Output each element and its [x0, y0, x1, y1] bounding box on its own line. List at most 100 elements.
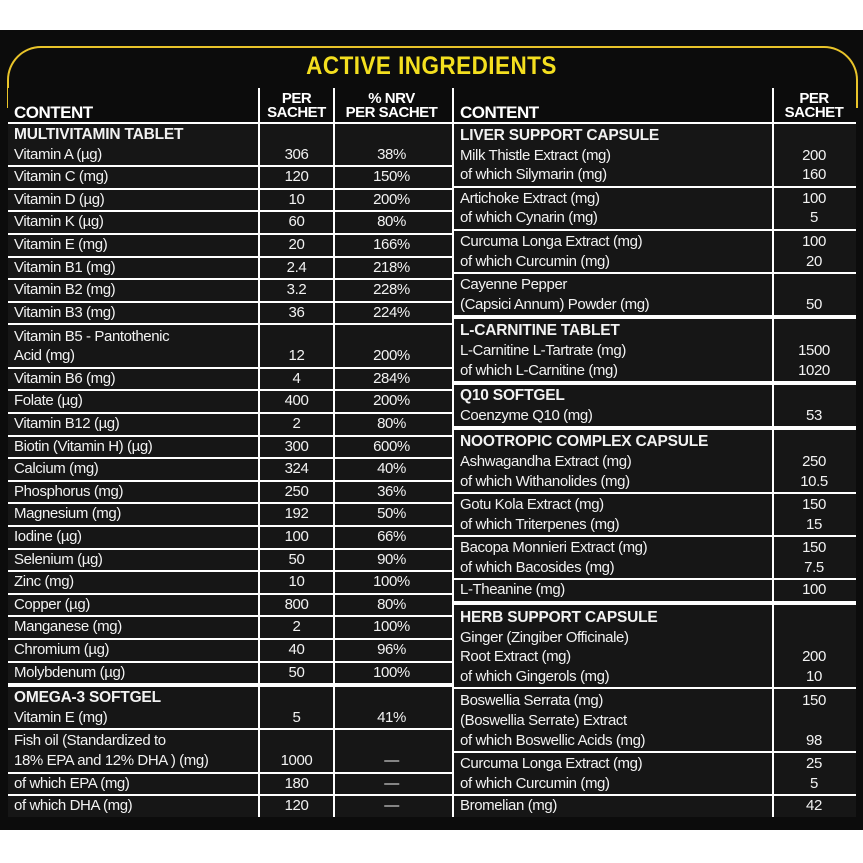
- ingredient-name: L-Theanine (mg): [460, 581, 565, 599]
- per-sachet-cell: 200 160: [772, 124, 854, 186]
- amount-value: 1000: [280, 752, 313, 770]
- amount-value: 12: [288, 347, 305, 365]
- per-sachet-cell: 120: [258, 796, 333, 817]
- ingredient-name: Curcuma Longa Extract (mg): [460, 232, 643, 250]
- content-cell: Iodine (µg): [8, 527, 258, 548]
- ingredient-name: Zinc (mg): [14, 573, 74, 591]
- nrv-value: [335, 731, 448, 751]
- nrv-value: 100%: [373, 573, 410, 591]
- nrv-cell: 224%: [333, 302, 448, 324]
- content-cell: MULTIVITAMIN TABLET Vitamin A (µg): [8, 124, 258, 165]
- amount-value: 160: [802, 166, 826, 184]
- table-row: Bacopa Monnieri Extract (mg) of which Bac…: [454, 535, 856, 579]
- ingredient-name: Vitamin E (mg): [14, 236, 108, 254]
- nrv-cell: 36%: [333, 481, 448, 503]
- ingredient-name: of which DHA (mg): [14, 797, 133, 815]
- amount-value: 120: [284, 168, 309, 186]
- amount-value: 36: [288, 303, 305, 321]
- table-row: Vitamin B1 (mg) 2.4 218%: [8, 255, 452, 279]
- per-sachet-cell: 150 98: [772, 689, 854, 752]
- per-sachet-cell: 4: [258, 368, 333, 390]
- content-cell: Magnesium (mg): [8, 504, 258, 525]
- content-cell: Folate (µg): [8, 391, 258, 412]
- ingredient-name: Calcium (mg): [14, 460, 99, 478]
- amount-value: 7.5: [804, 558, 824, 576]
- ingredient-name: Vitamin B1 (mg): [14, 258, 116, 276]
- content-cell: L-CARNITINE TABLET L-Carnitine L-Tartrate…: [454, 319, 772, 381]
- table-row: Molybdenum (µg) 50 100%: [8, 660, 452, 684]
- content-cell: Curcuma Longa Extract (mg) of which Curcu…: [454, 753, 772, 794]
- per-sachet-cell: 192: [258, 504, 333, 525]
- amount-value: [774, 711, 854, 731]
- nrv-cell: —: [333, 773, 448, 795]
- ingredient-name: Milk Thistle Extract (mg): [460, 146, 611, 164]
- amount-value: 400: [284, 392, 309, 410]
- nrv-value: 36%: [377, 482, 406, 500]
- per-sachet-cell: 400: [258, 391, 333, 412]
- amount-value: 100: [284, 527, 309, 545]
- amount-value: 1020: [798, 361, 830, 379]
- ingredient-name: Vitamin B5 - Pantothenic: [14, 327, 170, 345]
- nrv-cell: 80%: [333, 413, 448, 435]
- nrv-value: 150%: [373, 168, 410, 186]
- header-text: % NRV: [368, 90, 415, 107]
- nrv-value: 80%: [377, 414, 406, 432]
- nrv-cell: 100%: [333, 572, 448, 593]
- amount-value: 20: [288, 236, 305, 254]
- amount-value: 200: [802, 146, 826, 164]
- per-sachet-cell: 1000: [258, 730, 333, 772]
- table-row: Bromelian (mg) 42: [454, 794, 856, 817]
- amount-value: 192: [284, 505, 309, 523]
- ingredient-name: (Capsici Annum) Powder (mg): [460, 295, 650, 313]
- table-row: Curcuma Longa Extract (mg) of which Curcu…: [454, 228, 856, 273]
- nrv-cell: 80%: [333, 212, 448, 234]
- ingredient-name: Magnesium (mg): [14, 505, 121, 523]
- table-row: HERB SUPPORT CAPSULE Ginger (Zingiber Off…: [454, 601, 856, 688]
- amount-value: 15: [806, 515, 822, 533]
- nrv-cell: 66%: [333, 526, 448, 548]
- content-cell: Q10 SOFTGEL Coenzyme Q10 (mg): [454, 385, 772, 426]
- ingredient-name: Ashwagandha Extract (mg): [460, 452, 632, 470]
- table-row: Iodine (µg) 100 66%: [8, 524, 452, 548]
- amount-value: 250: [802, 452, 826, 470]
- section-title: MULTIVITAMIN TABLET: [14, 126, 184, 144]
- per-sachet-cell: 100: [258, 526, 333, 548]
- header-content: CONTENT: [460, 103, 539, 122]
- table-row: Gotu Kola Extract (mg) of which Triterpen…: [454, 492, 856, 536]
- table-row: Selenium (µg) 50 90%: [8, 547, 452, 571]
- table-row: Vitamin C (mg) 120 150%: [8, 165, 452, 188]
- per-sachet-cell: 53: [772, 385, 854, 427]
- nrv-cell: 150%: [333, 167, 448, 188]
- nrv-value: 218%: [373, 258, 410, 276]
- ingredient-name: Artichoke Extract (mg): [460, 189, 600, 207]
- ingredient-name: Bromelian (mg): [460, 797, 557, 815]
- table-row: NOOTROPIC COMPLEX CAPSULE Ashwagandha Ext…: [454, 426, 856, 493]
- spacer: [774, 432, 854, 452]
- page-title: ACTIVE INGREDIENTS: [306, 52, 557, 80]
- content-cell: Vitamin D (µg): [8, 190, 258, 211]
- header-text: PER: [281, 90, 312, 107]
- per-sachet-cell: 42: [772, 796, 854, 817]
- per-sachet-cell: 50: [258, 662, 333, 684]
- table-row: Fish oil (Standardized to 18% EPA and 12%…: [8, 728, 452, 772]
- content-cell: OMEGA-3 SOFTGEL Vitamin E (mg): [8, 687, 258, 728]
- nrv-cell: 166%: [333, 235, 448, 256]
- per-sachet-cell: 800: [258, 594, 333, 616]
- content-cell: Phosphorus (mg): [8, 482, 258, 503]
- content-cell: Vitamin K (µg): [8, 212, 258, 233]
- spacer: [260, 688, 333, 708]
- per-sachet-cell: 100 20: [772, 230, 854, 273]
- content-cell: Calcium (mg): [8, 459, 258, 480]
- ingredient-name: Boswellia Serrata (mg): [460, 692, 603, 710]
- nrv-cell: 218%: [333, 257, 448, 279]
- table-row: Curcuma Longa Extract (mg) of which Curcu…: [454, 751, 856, 795]
- per-sachet-cell: 250: [258, 481, 333, 503]
- nrv-cell: 200%: [333, 189, 448, 211]
- amount-value: 150: [802, 692, 826, 710]
- content-cell: L-Theanine (mg): [454, 580, 772, 601]
- content-cell: Vitamin C (mg): [8, 167, 258, 188]
- amount-value: [774, 275, 854, 295]
- table-row: Artichoke Extract (mg) of which Cynarin (…: [454, 185, 856, 229]
- ingredient-name: Vitamin B6 (mg): [14, 369, 116, 387]
- ingredient-name: Vitamin B12 (µg): [14, 414, 120, 432]
